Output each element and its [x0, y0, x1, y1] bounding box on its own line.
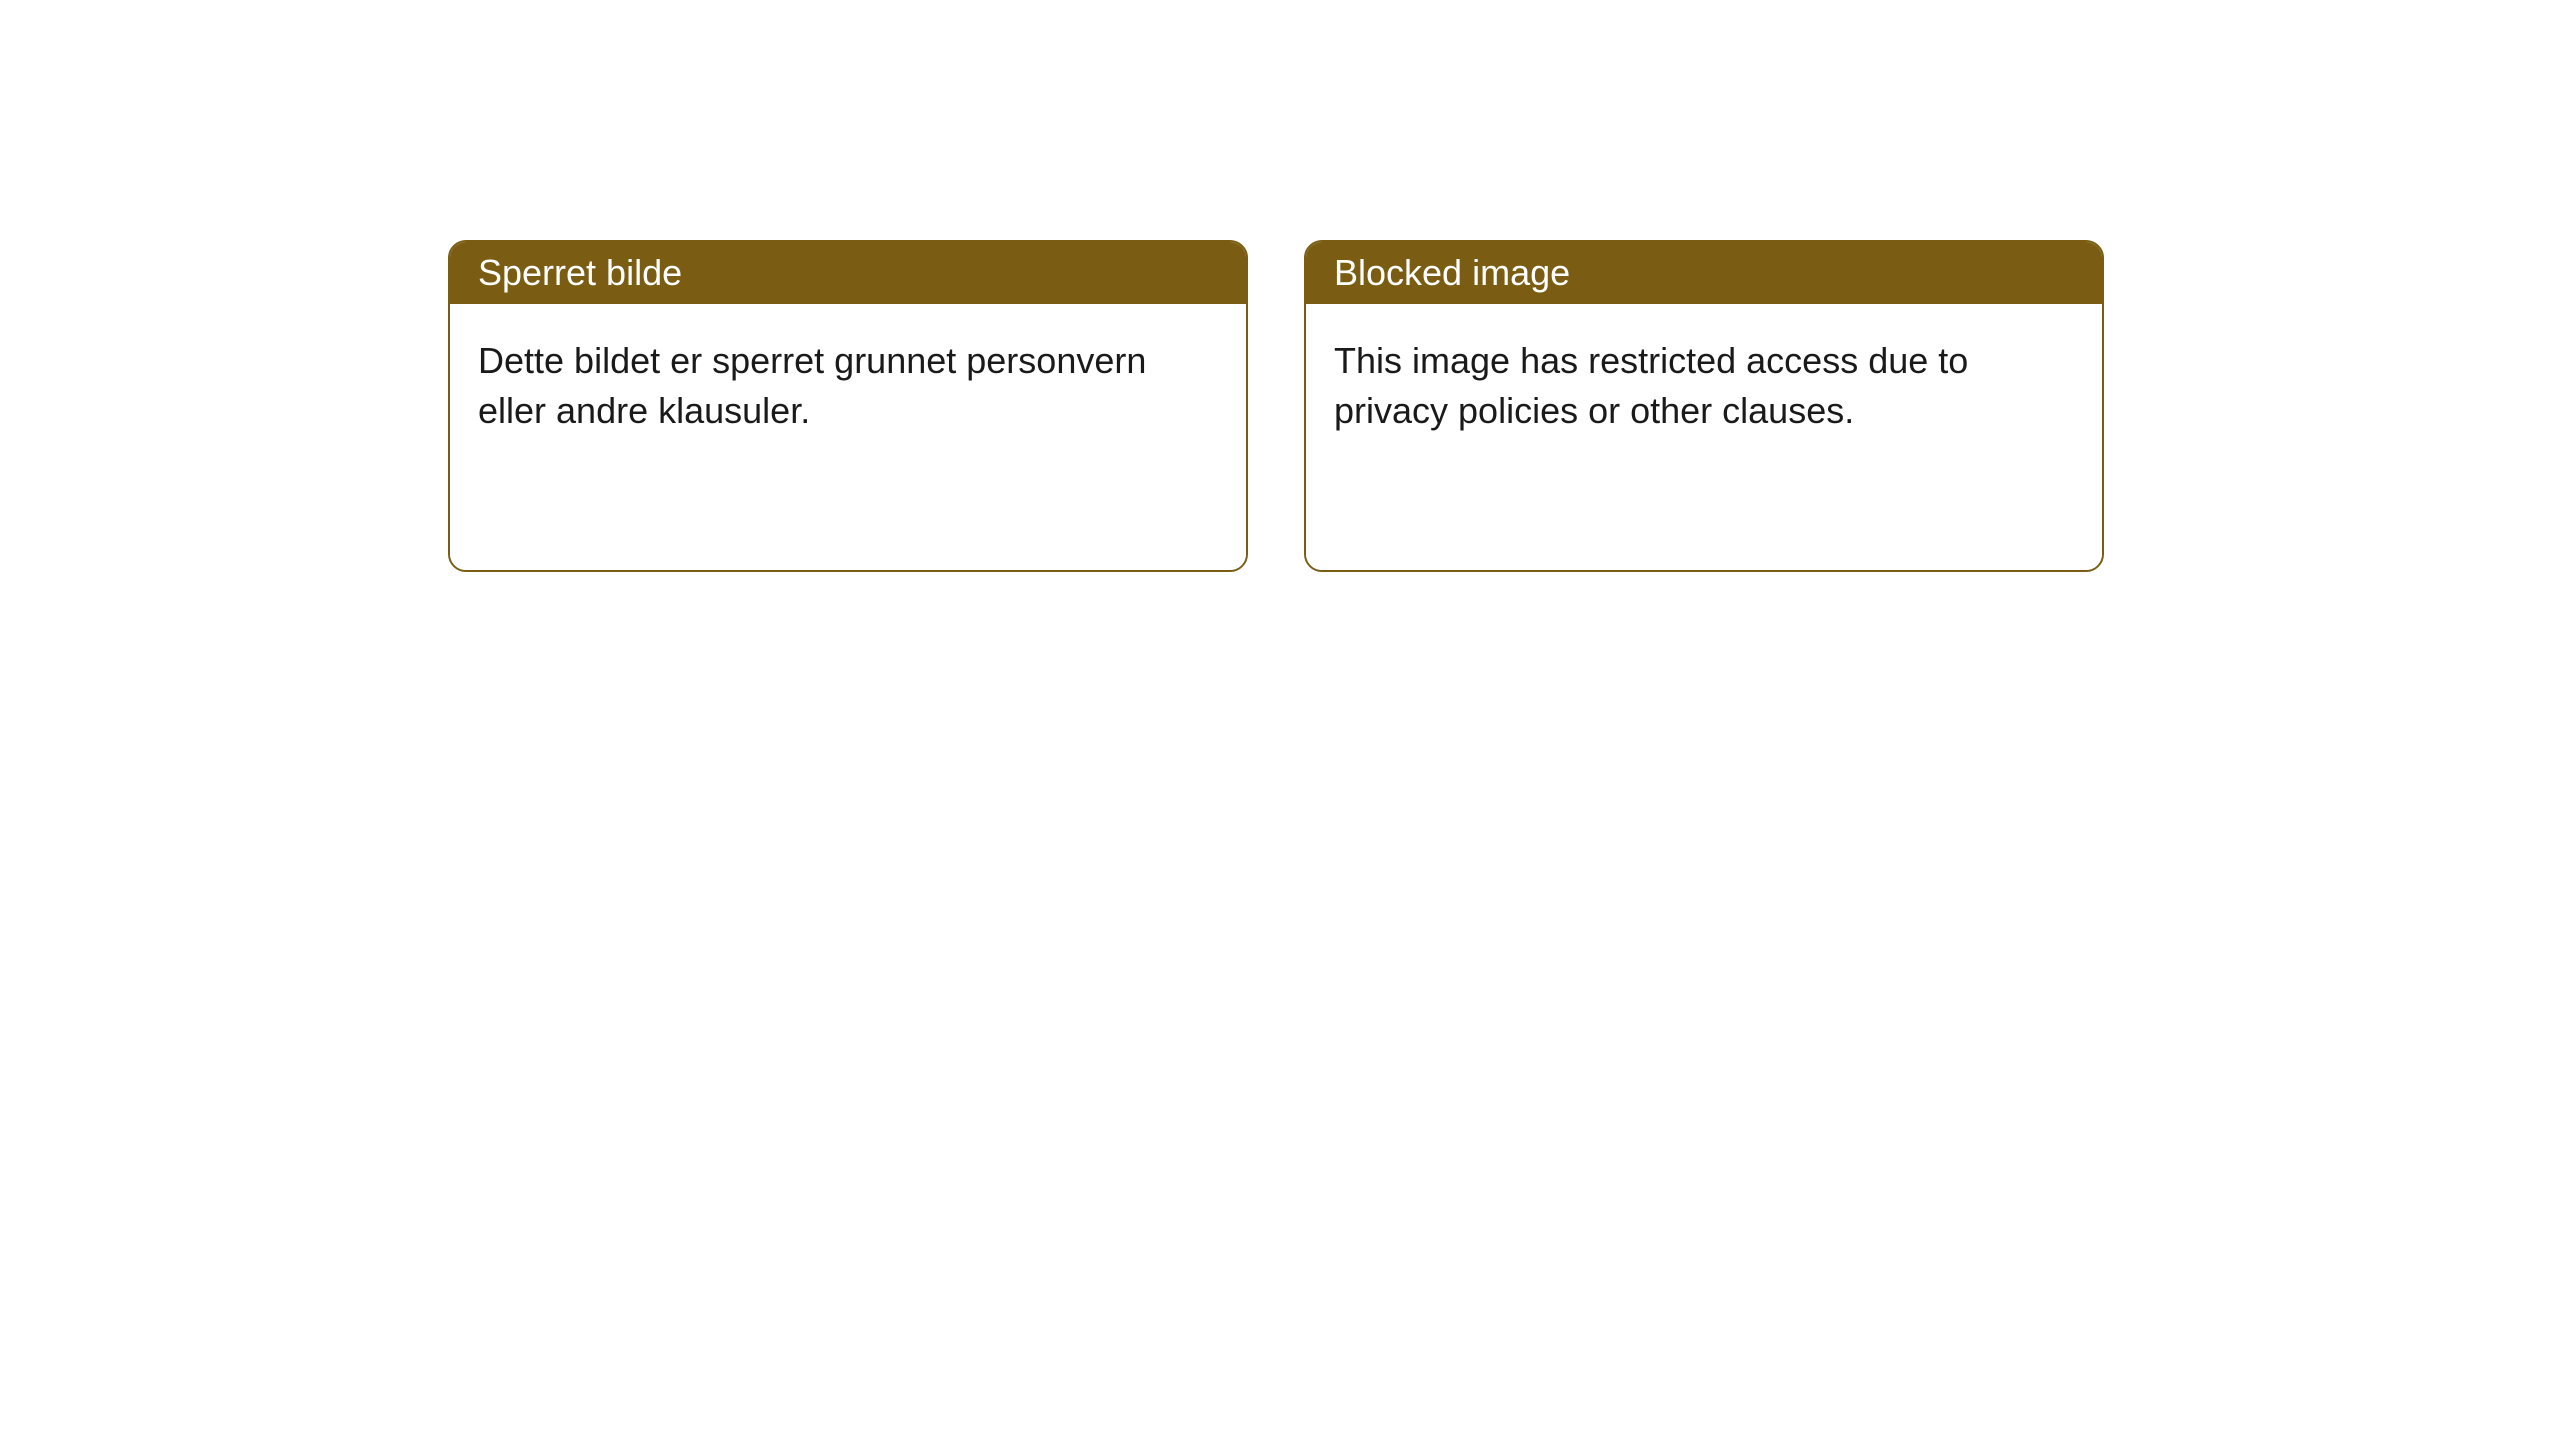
card-title: Blocked image	[1306, 242, 2102, 304]
card-body-text: This image has restricted access due to …	[1306, 304, 2102, 570]
notice-card-norwegian: Sperret bilde Dette bildet er sperret gr…	[448, 240, 1248, 572]
notice-card-english: Blocked image This image has restricted …	[1304, 240, 2104, 572]
card-title: Sperret bilde	[450, 242, 1246, 304]
card-container: Sperret bilde Dette bildet er sperret gr…	[0, 0, 2560, 572]
card-body-text: Dette bildet er sperret grunnet personve…	[450, 304, 1246, 570]
